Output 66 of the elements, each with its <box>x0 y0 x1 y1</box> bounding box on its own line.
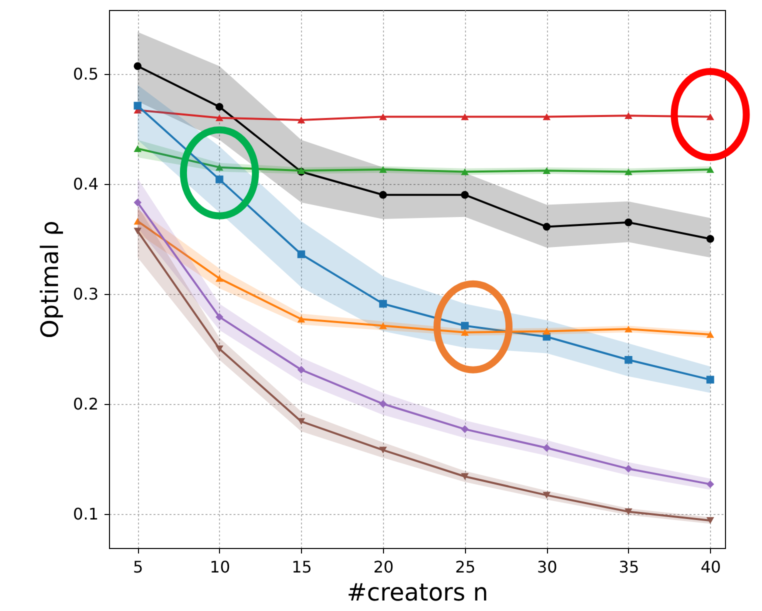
point <box>216 313 224 321</box>
point <box>624 508 632 516</box>
point <box>379 190 387 199</box>
point <box>624 218 632 226</box>
point <box>460 425 469 434</box>
point <box>460 190 469 199</box>
point <box>216 164 224 171</box>
point <box>134 198 142 206</box>
x-tick-label: 35 <box>618 558 640 576</box>
point <box>379 166 387 173</box>
point <box>706 113 714 120</box>
point <box>706 166 714 173</box>
point <box>624 326 632 332</box>
point <box>706 517 714 524</box>
point <box>542 444 551 452</box>
point <box>134 102 142 110</box>
point <box>379 446 387 454</box>
y-axis-title: Optimal ρ <box>36 220 64 338</box>
point <box>706 480 714 488</box>
point <box>379 400 387 408</box>
point <box>297 366 306 374</box>
point <box>134 228 142 234</box>
point <box>624 464 632 473</box>
x-axis-title: #creators n <box>346 578 488 606</box>
point <box>379 322 387 330</box>
point <box>460 473 469 480</box>
point <box>134 218 142 225</box>
point <box>216 114 224 122</box>
point <box>460 329 469 336</box>
point <box>216 275 224 282</box>
point <box>216 176 224 184</box>
x-tick-label: 25 <box>455 558 476 576</box>
x-tick-label: 30 <box>536 558 558 576</box>
point <box>460 168 469 176</box>
point <box>460 113 469 120</box>
y-tick-label: 0.5 <box>73 64 98 84</box>
point <box>542 222 551 231</box>
point <box>460 322 469 330</box>
point <box>297 116 306 124</box>
point <box>706 376 714 384</box>
point <box>379 113 387 120</box>
point <box>542 492 551 499</box>
x-tick-label: 5 <box>133 558 144 576</box>
point <box>624 356 632 364</box>
y-tick-label: 0.2 <box>73 394 98 414</box>
x-tick-label: 20 <box>373 558 394 576</box>
point <box>134 145 142 152</box>
x-tick-label: 15 <box>292 558 312 576</box>
point <box>297 250 306 258</box>
x-tick-label: 10 <box>210 558 230 576</box>
point <box>542 167 551 174</box>
point <box>706 234 714 243</box>
point <box>706 331 714 338</box>
x-tick-label: 40 <box>700 558 721 576</box>
point <box>624 168 632 176</box>
point <box>297 316 306 323</box>
point <box>216 102 224 111</box>
y-tick-label: 0.3 <box>73 284 98 304</box>
point <box>134 62 142 70</box>
y-tick-label: 0.4 <box>73 174 98 194</box>
point <box>216 346 224 352</box>
y-tick-label: 0.1 <box>73 504 98 524</box>
point <box>624 112 632 119</box>
point <box>379 300 387 308</box>
point <box>542 328 551 335</box>
point <box>542 113 551 120</box>
